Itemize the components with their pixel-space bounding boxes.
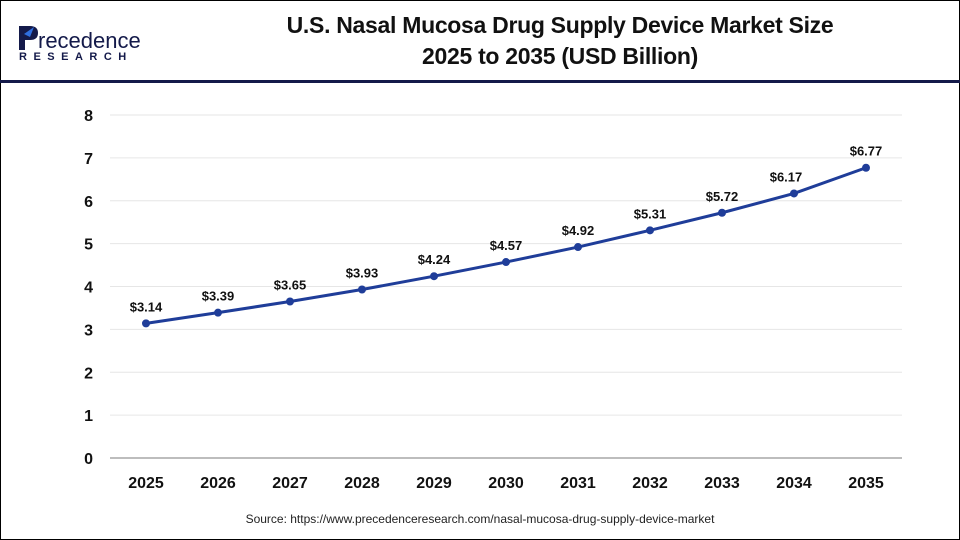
x-tick-label: 2030: [488, 475, 524, 492]
data-label: $4.57: [490, 238, 523, 253]
y-tick-label: 1: [84, 408, 93, 425]
data-label: $3.39: [202, 289, 235, 304]
data-label: $3.65: [274, 278, 307, 293]
y-tick-label: 2: [84, 365, 93, 382]
chart-title-line2: 2025 to 2035 (USD Billion): [422, 43, 698, 69]
x-tick-label: 2029: [416, 475, 452, 492]
x-tick-label: 2032: [632, 475, 668, 492]
data-label: $4.24: [418, 252, 451, 267]
data-label: $3.14: [130, 299, 163, 314]
data-point: [502, 258, 510, 267]
x-tick-label: 2028: [344, 475, 380, 492]
data-label: $6.17: [770, 169, 803, 184]
y-tick-label: 5: [84, 237, 93, 254]
data-label: $6.77: [850, 144, 883, 159]
svg-text:RESEARCH: RESEARCH: [19, 51, 133, 62]
chart-title: U.S. Nasal Mucosa Drug Supply Device Mar…: [240, 10, 880, 72]
data-point: [430, 272, 438, 281]
data-point: [718, 208, 726, 217]
x-tick-label: 2027: [272, 475, 308, 492]
y-tick-label: 6: [84, 194, 93, 211]
data-point: [214, 308, 222, 317]
data-label: $5.31: [634, 206, 667, 221]
data-point: [574, 243, 582, 252]
data-point: [646, 226, 654, 235]
x-tick-label: 2025: [128, 475, 164, 492]
y-tick-label: 4: [84, 280, 93, 297]
data-point: [286, 297, 294, 306]
y-tick-label: 7: [84, 151, 93, 168]
data-label: $5.72: [706, 189, 739, 204]
y-tick-label: 3: [84, 322, 93, 339]
header: recedence RESEARCH U.S. Nasal Mucosa Dru…: [0, 0, 960, 83]
data-point: [862, 163, 870, 172]
y-tick-label: 0: [84, 451, 93, 468]
data-point: [358, 285, 366, 294]
x-tick-label: 2035: [848, 475, 884, 492]
data-label: $3.93: [346, 266, 379, 281]
data-label: $4.92: [562, 223, 595, 238]
source-text: Source: https://www.precedenceresearch.c…: [245, 512, 715, 526]
chart-title-line1: U.S. Nasal Mucosa Drug Supply Device Mar…: [286, 12, 834, 38]
precedence-research-logo: recedence RESEARCH: [19, 26, 141, 62]
svg-text:recedence: recedence: [38, 28, 141, 53]
y-tick-label: 8: [84, 108, 93, 125]
x-tick-label: 2031: [560, 475, 596, 492]
data-point: [790, 189, 798, 198]
data-point: [142, 319, 150, 328]
x-tick-label: 2026: [200, 475, 236, 492]
x-tick-label: 2034: [776, 475, 812, 492]
x-tick-label: 2033: [704, 475, 740, 492]
